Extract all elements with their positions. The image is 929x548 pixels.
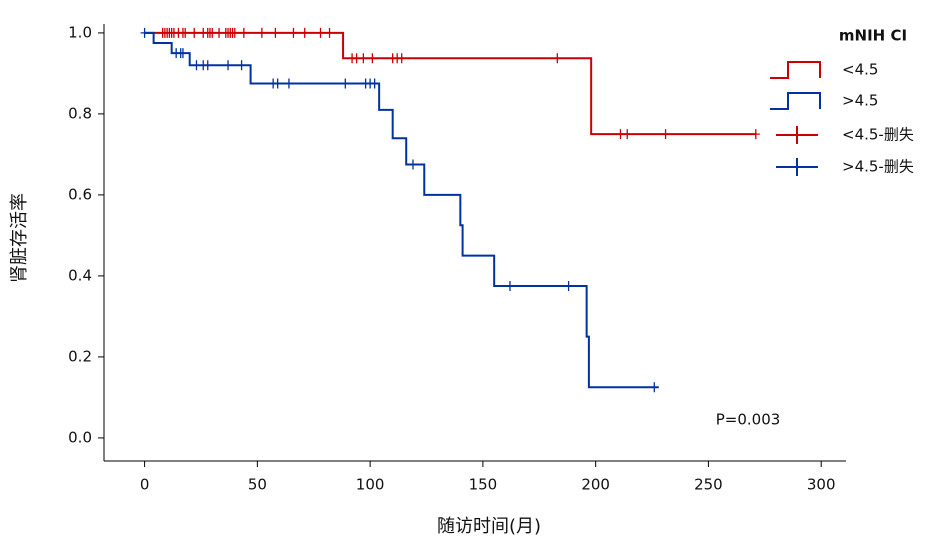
legend-label: <4.5 — [842, 61, 878, 79]
censor-mark — [192, 60, 201, 71]
censor-mark — [505, 281, 514, 292]
censor-mark — [190, 27, 199, 38]
legend-symbol — [776, 158, 818, 176]
censor-mark — [271, 27, 280, 38]
censor-mark — [661, 129, 670, 140]
survival-curve — [144, 31, 659, 389]
censor-mark — [616, 129, 625, 140]
y-tick-label: 0.8 — [68, 104, 92, 122]
censor-mark — [300, 27, 309, 38]
censor-mark — [284, 78, 293, 89]
censor-mark — [178, 48, 187, 59]
y-tick-label: 0.6 — [68, 185, 92, 203]
censor-mark — [368, 53, 377, 64]
x-tick-label: 200 — [581, 476, 610, 494]
censor-mark — [751, 129, 760, 140]
censor-mark — [239, 27, 248, 38]
legend-label: >4.5 — [842, 92, 878, 110]
censor-mark — [140, 27, 149, 38]
x-tick-label: 300 — [807, 476, 836, 494]
censor-mark — [553, 53, 562, 64]
censor-mark — [325, 27, 334, 38]
x-tick-label: 250 — [694, 476, 723, 494]
censor-mark — [273, 78, 282, 89]
censor-mark — [370, 78, 379, 89]
y-tick-label: 0.0 — [68, 428, 92, 446]
y-axis-label: 肾脏存活率 — [9, 193, 30, 283]
censor-mark — [237, 60, 246, 71]
censor-mark — [397, 53, 406, 64]
censor-mark — [181, 27, 190, 38]
x-tick-label: 100 — [356, 476, 385, 494]
legend-symbol — [776, 126, 818, 144]
x-tick-label: 150 — [469, 476, 498, 494]
survival-curve — [144, 31, 756, 136]
y-tick-label: 0.4 — [68, 266, 92, 284]
x-tick-label: 0 — [140, 476, 150, 494]
censor-mark — [230, 27, 239, 38]
censor-mark — [359, 53, 368, 64]
censor-mark — [352, 53, 361, 64]
censor-mark — [564, 281, 573, 292]
censor-mark — [623, 129, 632, 140]
censor-mark — [215, 27, 224, 38]
censor-mark — [224, 60, 233, 71]
x-axis-label: 随访时间(月) — [437, 516, 541, 537]
x-tick-label: 50 — [248, 476, 267, 494]
legend-title: mNIH CI — [839, 27, 907, 45]
censor-mark — [316, 27, 325, 38]
y-tick-label: 0.2 — [68, 347, 92, 365]
legend-symbol — [770, 61, 821, 79]
legend-label: >4.5-删失 — [842, 158, 914, 176]
censor-mark — [289, 27, 298, 38]
legend-symbol — [770, 92, 821, 110]
censor-mark — [341, 78, 350, 89]
censor-mark — [257, 27, 266, 38]
y-tick-label: 1.0 — [68, 23, 92, 41]
annotation: P=0.003 — [716, 411, 781, 429]
censor-mark — [203, 60, 212, 71]
legend-label: <4.5-删失 — [842, 126, 914, 144]
censor-mark — [650, 382, 659, 393]
censor-mark — [408, 159, 417, 170]
censor-mark — [208, 27, 217, 38]
